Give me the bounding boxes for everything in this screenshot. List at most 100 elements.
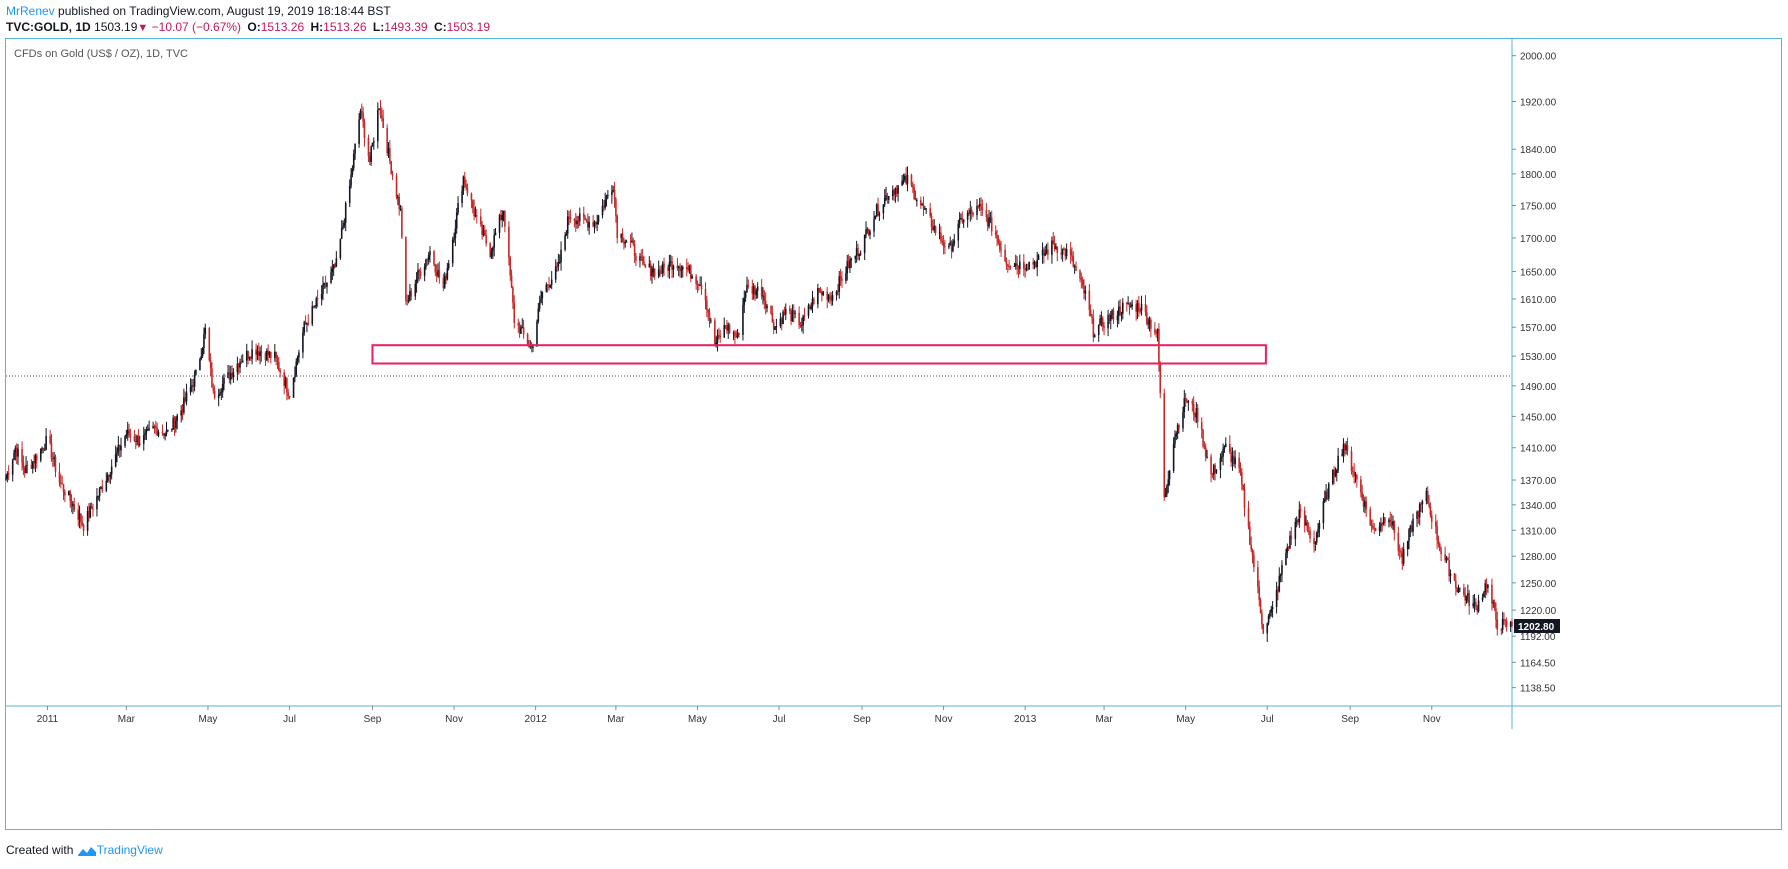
candle-body [698,284,700,286]
candle-body [306,322,308,325]
candle-body [1305,522,1307,526]
candle-body [732,332,735,334]
candle-body [961,218,964,223]
candle-body [944,246,946,248]
candle-body [604,199,606,208]
candle-body [1306,522,1309,531]
candle-body [578,213,581,222]
candle-body [1333,469,1335,477]
candle-body [1064,249,1067,257]
candle-body [877,204,879,216]
candle-body [883,197,886,205]
candle-body [510,275,513,288]
tradingview-brand[interactable]: TradingView [96,843,163,857]
y-tick-label: 1650.00 [1520,267,1557,278]
candle-body [1381,523,1384,525]
candle-body [425,259,427,267]
x-tick-label: May [688,714,707,725]
candle-body [1317,528,1319,533]
candle-body [649,263,652,276]
candle-body [144,432,146,436]
candle-body [1287,547,1290,549]
candle-body [835,291,838,296]
candle-body [564,235,566,250]
candle-body [545,284,548,292]
candle-body [1401,552,1404,564]
candle-body [755,290,758,296]
candle-body [774,327,776,330]
candle-body [1043,249,1045,256]
candle-body [237,363,240,368]
candle-body [817,288,819,305]
candle-body [88,511,90,518]
candle-body [1168,470,1171,480]
candle-body [653,268,656,277]
candle-body [738,333,740,335]
candle-body [1072,256,1075,267]
candle-body [1503,618,1505,620]
close-label: C: [433,20,447,34]
candle-body [677,266,680,269]
candle-body [6,473,9,479]
candle-body [1194,414,1196,418]
author-link[interactable]: MrRenev [6,4,55,18]
candle-body [1203,445,1206,447]
candle-body [1353,471,1355,476]
candle-body [1463,588,1465,595]
candle-body [855,248,858,256]
candle-body [1033,261,1036,265]
candle-body [437,270,439,276]
candle-body [211,368,213,388]
candle-body [34,455,37,464]
candle-body [465,184,467,188]
candle-body [1266,623,1269,634]
candle-body [790,311,792,322]
x-tick-label: May [1176,714,1195,725]
candle-body [1099,319,1101,325]
candle-body [471,200,474,209]
candle-body [640,256,643,258]
candle-body [1434,521,1437,527]
candle-body [1259,599,1262,613]
candle-body [5,478,7,480]
candle-body [639,256,641,261]
candle-body [1155,332,1158,334]
candle-body [1438,543,1441,551]
candle-body [601,205,604,216]
candle-body [782,311,784,324]
candle-body [616,215,619,239]
chart-frame[interactable] [5,38,1782,830]
candle-body [969,209,972,214]
candle-body [446,268,449,280]
candle-body [957,223,960,241]
candle-body [1117,306,1120,316]
candle-body [976,205,978,216]
candle-body [706,300,708,311]
candle-body [660,273,663,275]
candle-body [473,208,475,217]
candle-body [1325,491,1327,500]
candle-body [922,204,925,209]
candle-body [212,387,215,391]
candle-body [96,496,98,510]
candle-body [807,305,810,316]
candle-body [334,264,336,267]
candle-body [302,332,304,353]
candle-body [716,335,719,343]
candle-body [822,291,824,296]
candle-body [1372,525,1374,528]
candle-body [251,349,253,359]
candle-body [1323,499,1326,502]
support-zone-rectangle [371,344,1267,365]
candle-body [315,298,318,307]
candle-body [1175,433,1178,437]
candle-body [635,256,637,261]
y-tick-label: 1610.00 [1520,295,1557,306]
candle-body [1251,549,1254,556]
candle-body [592,222,594,227]
candle-body [1420,503,1422,505]
candle-body [176,415,178,421]
candle-body [463,176,466,185]
candle-body [1492,602,1495,604]
